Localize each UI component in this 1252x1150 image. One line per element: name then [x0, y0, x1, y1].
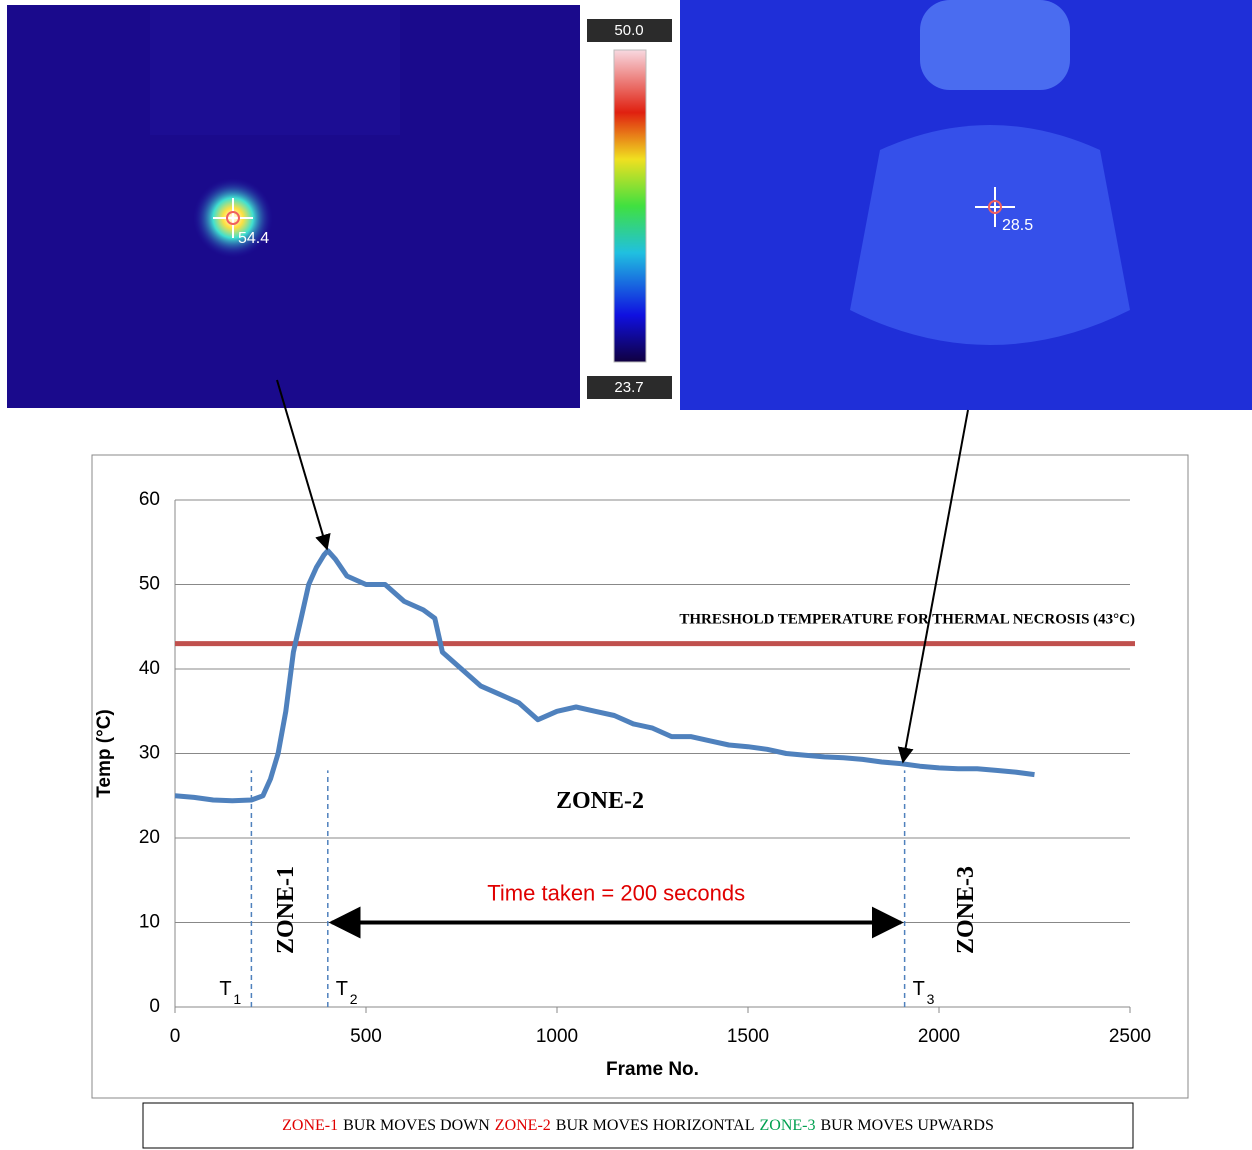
y-tick-label: 40 — [139, 658, 160, 679]
chart-frame — [91, 454, 1189, 1099]
x-tick-label: 1000 — [536, 1026, 578, 1047]
marker-sub: 2 — [350, 991, 358, 1007]
pointer-arrow — [897, 409, 969, 764]
x-tick-label: 1500 — [727, 1026, 769, 1047]
x-tick-label: 500 — [350, 1026, 382, 1047]
pointer-arrow — [276, 379, 331, 551]
left-thermal-image: 54.4 — [7, 5, 580, 408]
caption-box — [142, 1102, 1134, 1149]
marker-sub: 1 — [233, 991, 241, 1007]
caption-part: ZONE-3 — [760, 1117, 816, 1134]
y-tick-label: 20 — [139, 827, 160, 848]
zone-label: ZONE-2 — [556, 788, 644, 814]
zone-label: ZONE-1 — [273, 866, 299, 954]
y-axis-title: Temp (°C) — [94, 709, 115, 798]
caption: ZONE-1 BUR MOVES DOWN ZONE-2 BUR MOVES HORI… — [282, 1117, 994, 1134]
color-scale: 50.0 23.7 — [587, 19, 672, 399]
plot: 0 10 20 30 40 50 60 0 500 1000 1500 2000 2500 Frame N… — [94, 489, 1151, 1080]
span-label: Time taken = 200 seconds — [487, 881, 745, 906]
x-tick-label: 2500 — [1109, 1026, 1151, 1047]
marker-sub: 3 — [927, 991, 935, 1007]
caption-part: BUR MOVES UPWARDS — [820, 1117, 993, 1134]
marker-label: T — [219, 978, 231, 1000]
caption-part: ZONE-2 — [495, 1117, 551, 1134]
caption-part: BUR MOVES HORIZONTAL — [556, 1117, 755, 1134]
right-reading: 28.5 — [1002, 217, 1033, 234]
y-tick-label: 10 — [139, 912, 160, 933]
scale-min: 23.7 — [614, 379, 643, 396]
x-tick-label: 0 — [170, 1026, 181, 1047]
left-reading: 54.4 — [238, 230, 269, 247]
y-tick-label: 0 — [149, 996, 160, 1017]
x-axis-title: Frame No. — [606, 1059, 699, 1080]
marker-label: T — [913, 978, 925, 1000]
y-tick-label: 50 — [139, 574, 160, 595]
scale-max: 50.0 — [614, 22, 643, 39]
right-thermal-image: 28.5 — [680, 0, 1252, 410]
series-line — [174, 548, 1035, 804]
caption-part: BUR MOVES DOWN — [343, 1117, 490, 1134]
zone-label: ZONE-3 — [953, 866, 979, 954]
y-tick-label: 30 — [139, 743, 160, 764]
y-tick-label: 60 — [139, 489, 160, 510]
threshold-label: THRESHOLD TEMPERATURE FOR THERMAL NECROS… — [679, 612, 1135, 628]
marker-label: T — [336, 978, 348, 1000]
x-tick-label: 2000 — [918, 1026, 960, 1047]
caption-part: ZONE-1 — [282, 1117, 338, 1134]
